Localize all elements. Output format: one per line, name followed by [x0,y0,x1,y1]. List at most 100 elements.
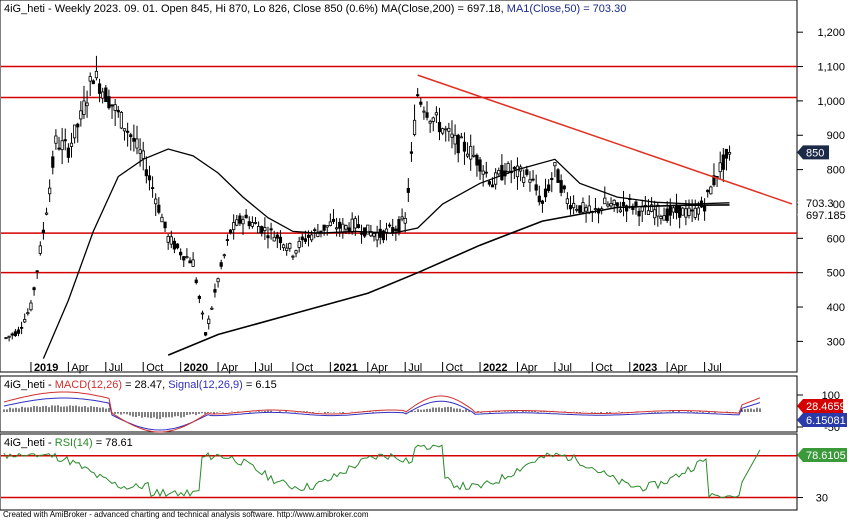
candle-body [356,224,361,229]
date-tick-label: Apr [670,362,687,374]
candle-body [465,153,470,157]
candle-body [547,184,551,191]
candle-body [634,201,638,207]
close-tag-text: 850 [806,147,824,159]
candle-body [185,256,189,259]
candle-body [135,138,139,149]
candle-body [60,140,64,151]
candle-body [331,218,336,222]
candle-body [73,124,77,139]
price-panel[interactable] [0,0,798,373]
rsi-tick-label: 30 [816,493,828,505]
candle-body [568,205,573,210]
candle-body [175,243,180,249]
price-tick-label: 900 [827,130,845,142]
date-tick-label: Oct [446,362,463,374]
candle-body [294,250,298,254]
candle-body [437,121,442,133]
candle-body [154,198,158,205]
candle-body [522,176,526,183]
date-tick-label: Oct [146,362,163,374]
candle-body [325,225,329,228]
candle-body [297,240,301,248]
candle-body [316,231,320,237]
candle-body [104,87,108,103]
candle-body [693,207,697,218]
candle-body [119,111,123,129]
candle-body [147,175,152,181]
candle-body [247,221,251,227]
candle-body [222,254,226,257]
rsi-header-symbol: 4iG_heti [4,437,45,449]
candle-body [253,222,258,224]
candle-body [132,137,136,142]
candle-body [534,184,538,191]
candle-body [107,96,111,109]
candle-body [721,154,725,170]
candle-body [603,197,607,205]
candle-body [7,335,11,338]
candle-body [235,219,239,226]
date-axis: 2019 Apr Jul Oct 2020 Apr Jul Oct 2021 Apr Jul Oct 2… [30,362,722,374]
candle-body [472,154,476,157]
candle-body [110,104,114,107]
candle-body [366,224,370,235]
date-tick-label: Apr [371,362,388,374]
rsi-header-rsi-value: = 78.61 [93,437,133,449]
resistance-trendline [417,74,793,205]
candle-body [487,181,492,185]
candle-body [615,202,619,207]
candle-body [375,232,379,241]
candle-body [696,207,700,215]
price-tick-label: 800 [827,165,845,177]
ma200-line [167,204,730,356]
candle-body [188,260,192,264]
candle-body [637,210,641,217]
date-tick-label: 2020 [184,362,208,374]
candle-body [69,142,74,147]
date-tick-label: Jul [258,362,272,374]
candle-body [475,154,479,166]
candle-body [425,112,429,118]
candle-body [13,331,17,337]
candle-body [550,177,554,181]
macd-header-macd: MACD(12,26) [55,379,122,391]
header-symbol: 4iG_heti [4,3,45,15]
candle-body [681,207,685,216]
macd-header-symbol: 4iG_heti [4,379,45,391]
header-ma50: MA1(Close,50) = 703.30 [504,3,627,15]
candle-body [257,226,261,234]
macd-header: 4iG_heti - MACD(12,26) = 28.47, Signal(1… [4,379,277,391]
candle-body [543,188,548,198]
candle-body [593,208,598,210]
macd-line [3,391,761,433]
candle-body [712,175,716,186]
candle-body [450,133,454,138]
candle-body [275,234,279,239]
candle-body [82,100,86,115]
candle-body [372,233,376,237]
footer-credit: Created with AmiBroker - advanced charti… [3,510,369,519]
candle-body [219,262,223,267]
candle-body [306,234,311,238]
candle-body [481,170,485,175]
ma50-tag-text: 703.3 [806,198,834,210]
candle-body [216,278,220,283]
candle-body [388,224,392,227]
candle-body [456,134,460,154]
candle-body [19,326,24,329]
candle-body [649,204,654,212]
ma200-tag-bg [797,207,845,222]
candle-body [702,204,707,212]
candle-body [32,287,36,291]
candle-body [281,244,286,249]
date-tick-label: 2022 [483,362,507,374]
macd-panel[interactable] [0,375,798,433]
candle-body [531,178,535,181]
candle-body [506,163,510,173]
candle-body [241,219,245,225]
candle-body [572,202,576,209]
candle-body [369,231,373,237]
candle-body [269,228,273,231]
